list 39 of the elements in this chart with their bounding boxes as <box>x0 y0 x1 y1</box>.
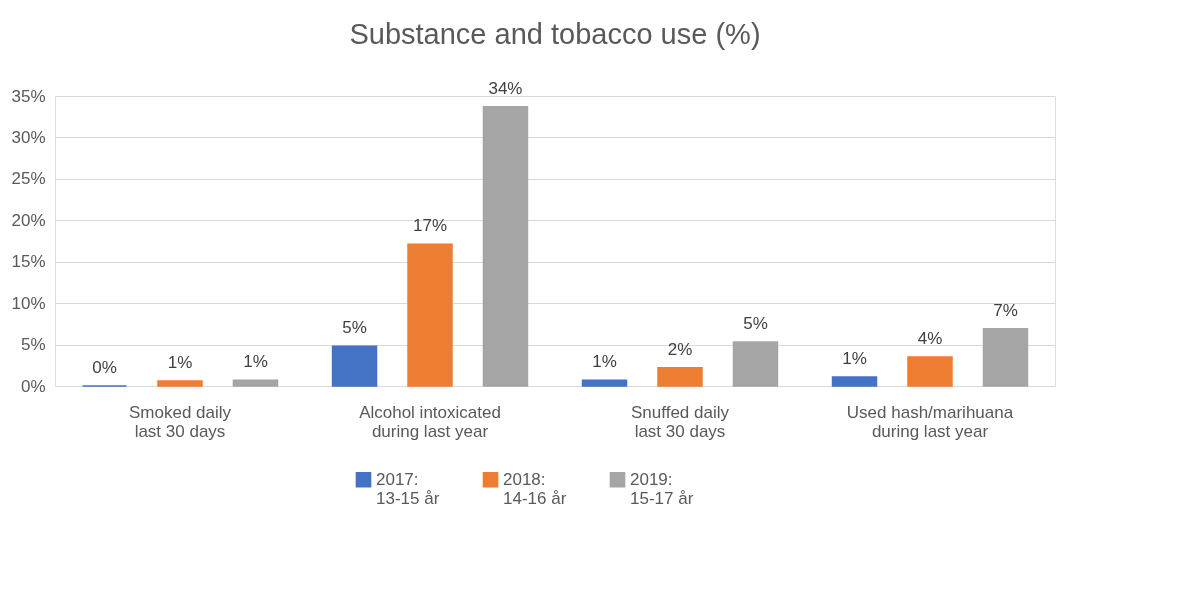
y-tick-label: 20% <box>11 210 46 230</box>
x-tick-label: Smoked daily last 30 days <box>128 402 232 441</box>
y-tick-label: 15% <box>11 252 46 272</box>
bar <box>407 243 453 387</box>
data-label: 34% <box>488 78 523 98</box>
legend-label: 2019: 15-17 år <box>630 469 694 508</box>
y-tick-label: 10% <box>11 293 46 313</box>
data-label: 5% <box>743 314 768 334</box>
data-label: 2% <box>667 339 693 359</box>
x-tick-label: Snuffed daily last 30 days <box>631 402 730 441</box>
y-tick-label: 5% <box>20 335 46 355</box>
data-label: 4% <box>917 329 943 348</box>
x-tick-label: Alcohol intoxicated during last year <box>359 402 501 441</box>
chart-title: Substance and tobacco use (%) <box>349 17 761 50</box>
bar <box>581 379 628 387</box>
y-tick-label: 35% <box>11 86 46 106</box>
x-tick-label: Used hash/marihuana during last year <box>846 402 1014 441</box>
legend-label: 2018: 14-16 år <box>503 469 567 508</box>
data-label: 1% <box>592 352 617 372</box>
bar <box>907 356 953 387</box>
bar <box>232 379 279 387</box>
y-tick-label: 0% <box>20 376 46 396</box>
legend-label: 2017: 13-15 år <box>376 469 440 508</box>
data-label: 5% <box>342 318 367 338</box>
data-label: 0% <box>92 358 117 377</box>
bar <box>732 341 779 387</box>
data-label: 1% <box>167 353 193 373</box>
data-label: 7% <box>993 300 1018 320</box>
bar <box>982 328 1029 387</box>
data-label: 1% <box>842 348 867 368</box>
data-label: 1% <box>243 352 268 372</box>
y-tick-label: 25% <box>11 169 46 189</box>
y-tick-label: 30% <box>11 127 46 147</box>
bar <box>157 380 203 387</box>
bar <box>831 376 878 387</box>
bar <box>657 367 703 387</box>
data-label: 17% <box>412 216 448 236</box>
bar <box>331 345 378 387</box>
bar <box>482 106 529 387</box>
